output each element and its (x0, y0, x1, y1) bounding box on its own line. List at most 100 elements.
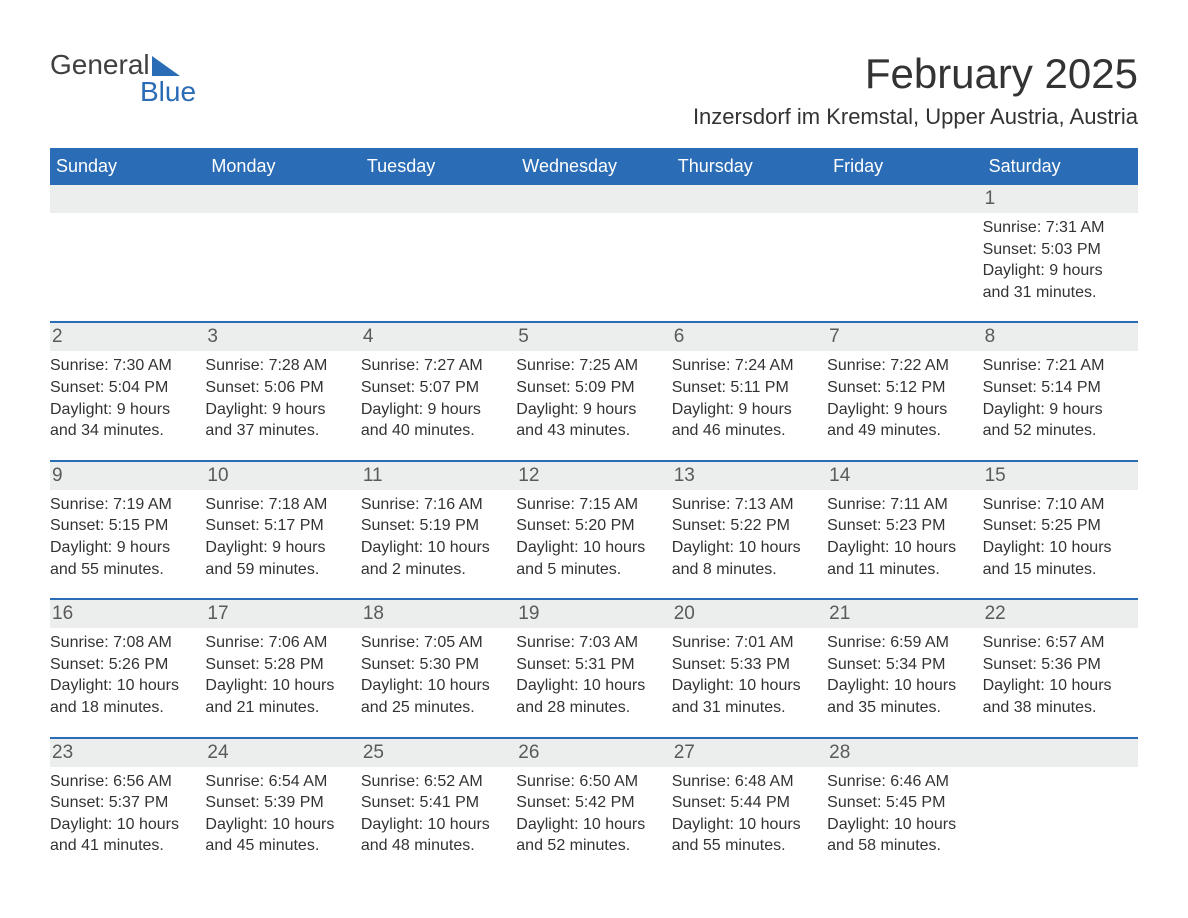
day-cell: Sunrise: 6:48 AMSunset: 5:44 PMDaylight:… (672, 767, 827, 861)
day-number (50, 185, 205, 213)
day-cell: Sunrise: 7:11 AMSunset: 5:23 PMDaylight:… (827, 490, 982, 584)
sunset-text: Sunset: 5:41 PM (361, 792, 510, 814)
daylight1-text: Daylight: 10 hours (672, 675, 821, 697)
day-number-row: 232425262728 (50, 739, 1138, 767)
daylight2-text: and 58 minutes. (827, 835, 976, 857)
day-cell: Sunrise: 6:52 AMSunset: 5:41 PMDaylight:… (361, 767, 516, 861)
daylight1-text: Daylight: 10 hours (516, 537, 665, 559)
daylight1-text: Daylight: 9 hours (50, 399, 199, 421)
sunset-text: Sunset: 5:42 PM (516, 792, 665, 814)
weekday-header: Monday (205, 148, 360, 185)
sunset-text: Sunset: 5:04 PM (50, 377, 199, 399)
day-cell: Sunrise: 6:46 AMSunset: 5:45 PMDaylight:… (827, 767, 982, 861)
day-number: 22 (983, 600, 1138, 628)
day-cell: Sunrise: 7:08 AMSunset: 5:26 PMDaylight:… (50, 628, 205, 722)
daylight2-text: and 5 minutes. (516, 559, 665, 581)
sunrise-text: Sunrise: 7:11 AM (827, 494, 976, 516)
daylight1-text: Daylight: 9 hours (205, 399, 354, 421)
sunset-text: Sunset: 5:45 PM (827, 792, 976, 814)
weekday-header: Saturday (983, 148, 1138, 185)
day-number: 24 (205, 739, 360, 767)
weekday-header: Friday (827, 148, 982, 185)
sunrise-text: Sunrise: 6:52 AM (361, 771, 510, 793)
day-number: 5 (516, 323, 671, 351)
sunset-text: Sunset: 5:44 PM (672, 792, 821, 814)
day-number-row: 1 (50, 185, 1138, 213)
day-cell (672, 213, 827, 307)
sunrise-text: Sunrise: 7:24 AM (672, 355, 821, 377)
sunset-text: Sunset: 5:36 PM (983, 654, 1132, 676)
daylight2-text: and 31 minutes. (672, 697, 821, 719)
daylight1-text: Daylight: 10 hours (205, 675, 354, 697)
sunset-text: Sunset: 5:03 PM (983, 239, 1132, 261)
sunset-text: Sunset: 5:07 PM (361, 377, 510, 399)
sunset-text: Sunset: 5:09 PM (516, 377, 665, 399)
day-cell: Sunrise: 7:27 AMSunset: 5:07 PMDaylight:… (361, 351, 516, 445)
weekday-header-row: Sunday Monday Tuesday Wednesday Thursday… (50, 148, 1138, 185)
day-cell (516, 213, 671, 307)
daylight2-text: and 34 minutes. (50, 420, 199, 442)
day-number: 8 (983, 323, 1138, 351)
day-cell: Sunrise: 7:03 AMSunset: 5:31 PMDaylight:… (516, 628, 671, 722)
page-header: General Blue February 2025 Inzersdorf im… (50, 50, 1138, 130)
day-cell: Sunrise: 6:50 AMSunset: 5:42 PMDaylight:… (516, 767, 671, 861)
day-cell: Sunrise: 7:01 AMSunset: 5:33 PMDaylight:… (672, 628, 827, 722)
weeks-container: 1 Sunrise: 7:31 AMSunset: 5:03 PM Daylight… (50, 185, 1138, 861)
day-number: 10 (205, 462, 360, 490)
day-number: 2 (50, 323, 205, 351)
sunrise-text: Sunrise: 7:16 AM (361, 494, 510, 516)
logo-triangle-icon (152, 56, 180, 76)
daylight2-text: and 46 minutes. (672, 420, 821, 442)
day-cell: Sunrise: 7:21 AMSunset: 5:14 PMDaylight:… (983, 351, 1138, 445)
sunset-text: Sunset: 5:25 PM (983, 515, 1132, 537)
day-number: 16 (50, 600, 205, 628)
day-number: 28 (827, 739, 982, 767)
daylight2-text: and 18 minutes. (50, 697, 199, 719)
sunrise-text: Sunrise: 7:01 AM (672, 632, 821, 654)
day-cell: Sunrise: 7:10 AMSunset: 5:25 PMDaylight:… (983, 490, 1138, 584)
sunset-text: Sunset: 5:12 PM (827, 377, 976, 399)
daylight2-text: and 41 minutes. (50, 835, 199, 857)
sunrise-text: Sunrise: 6:56 AM (50, 771, 199, 793)
sunrise-text: Sunrise: 7:03 AM (516, 632, 665, 654)
weekday-header: Thursday (672, 148, 827, 185)
day-number: 15 (983, 462, 1138, 490)
daylight1-text: Daylight: 10 hours (827, 814, 976, 836)
daylight1-text: Daylight: 10 hours (361, 814, 510, 836)
day-number: 25 (361, 739, 516, 767)
daylight1-text: Daylight: 10 hours (361, 537, 510, 559)
day-number: 18 (361, 600, 516, 628)
sunrise-text: Sunrise: 7:10 AM (983, 494, 1132, 516)
daylight1-text: Daylight: 10 hours (205, 814, 354, 836)
daylight1-text: Daylight: 10 hours (50, 814, 199, 836)
daylight1-text: Daylight: 10 hours (983, 537, 1132, 559)
day-number: 4 (361, 323, 516, 351)
day-number: 20 (672, 600, 827, 628)
daylight1-text: Daylight: 10 hours (672, 814, 821, 836)
day-number: 11 (361, 462, 516, 490)
daylight1-text: Daylight: 9 hours (205, 537, 354, 559)
daylight2-text: and 11 minutes. (827, 559, 976, 581)
day-number: 9 (50, 462, 205, 490)
daylight1-text: Daylight: 10 hours (516, 675, 665, 697)
sunrise-text: Sunrise: 7:31 AM (983, 217, 1132, 239)
sunrise-text: Sunrise: 6:59 AM (827, 632, 976, 654)
sunset-text: Sunset: 5:39 PM (205, 792, 354, 814)
sunrise-text: Sunrise: 7:08 AM (50, 632, 199, 654)
sunrise-text: Sunrise: 7:05 AM (361, 632, 510, 654)
sunrise-text: Sunrise: 7:28 AM (205, 355, 354, 377)
day-cell: Sunrise: 7:30 AMSunset: 5:04 PMDaylight:… (50, 351, 205, 445)
daylight2-text: and 49 minutes. (827, 420, 976, 442)
sunset-text: Sunset: 5:19 PM (361, 515, 510, 537)
daylight2-text: and 8 minutes. (672, 559, 821, 581)
day-cell: Sunrise: 7:18 AMSunset: 5:17 PMDaylight:… (205, 490, 360, 584)
day-cell: Sunrise: 7:22 AMSunset: 5:12 PMDaylight:… (827, 351, 982, 445)
sunrise-text: Sunrise: 6:48 AM (672, 771, 821, 793)
sunrise-text: Sunrise: 6:46 AM (827, 771, 976, 793)
day-cell: Sunrise: 7:16 AMSunset: 5:19 PMDaylight:… (361, 490, 516, 584)
daylight2-text: and 15 minutes. (983, 559, 1132, 581)
calendar: Sunday Monday Tuesday Wednesday Thursday… (50, 148, 1138, 861)
weekday-header: Tuesday (361, 148, 516, 185)
day-number: 17 (205, 600, 360, 628)
day-number (361, 185, 516, 213)
